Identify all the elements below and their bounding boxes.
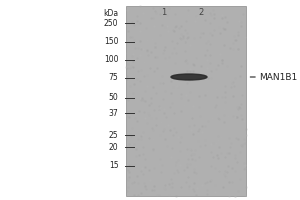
Text: MAN1B1: MAN1B1	[260, 72, 298, 82]
Text: 37: 37	[109, 108, 118, 117]
Bar	[126, 6, 246, 196]
Ellipse shape	[171, 74, 207, 80]
Text: 100: 100	[104, 55, 118, 64]
Text: 250: 250	[104, 19, 118, 27]
Text: 25: 25	[109, 130, 118, 140]
Text: 75: 75	[109, 73, 118, 82]
Text: 20: 20	[109, 142, 118, 152]
Text: 150: 150	[104, 38, 118, 46]
Text: 1: 1	[161, 8, 166, 17]
Text: kDa: kDa	[103, 9, 118, 18]
Text: 50: 50	[109, 94, 118, 102]
Text: 2: 2	[198, 8, 204, 17]
Text: 15: 15	[109, 162, 118, 170]
